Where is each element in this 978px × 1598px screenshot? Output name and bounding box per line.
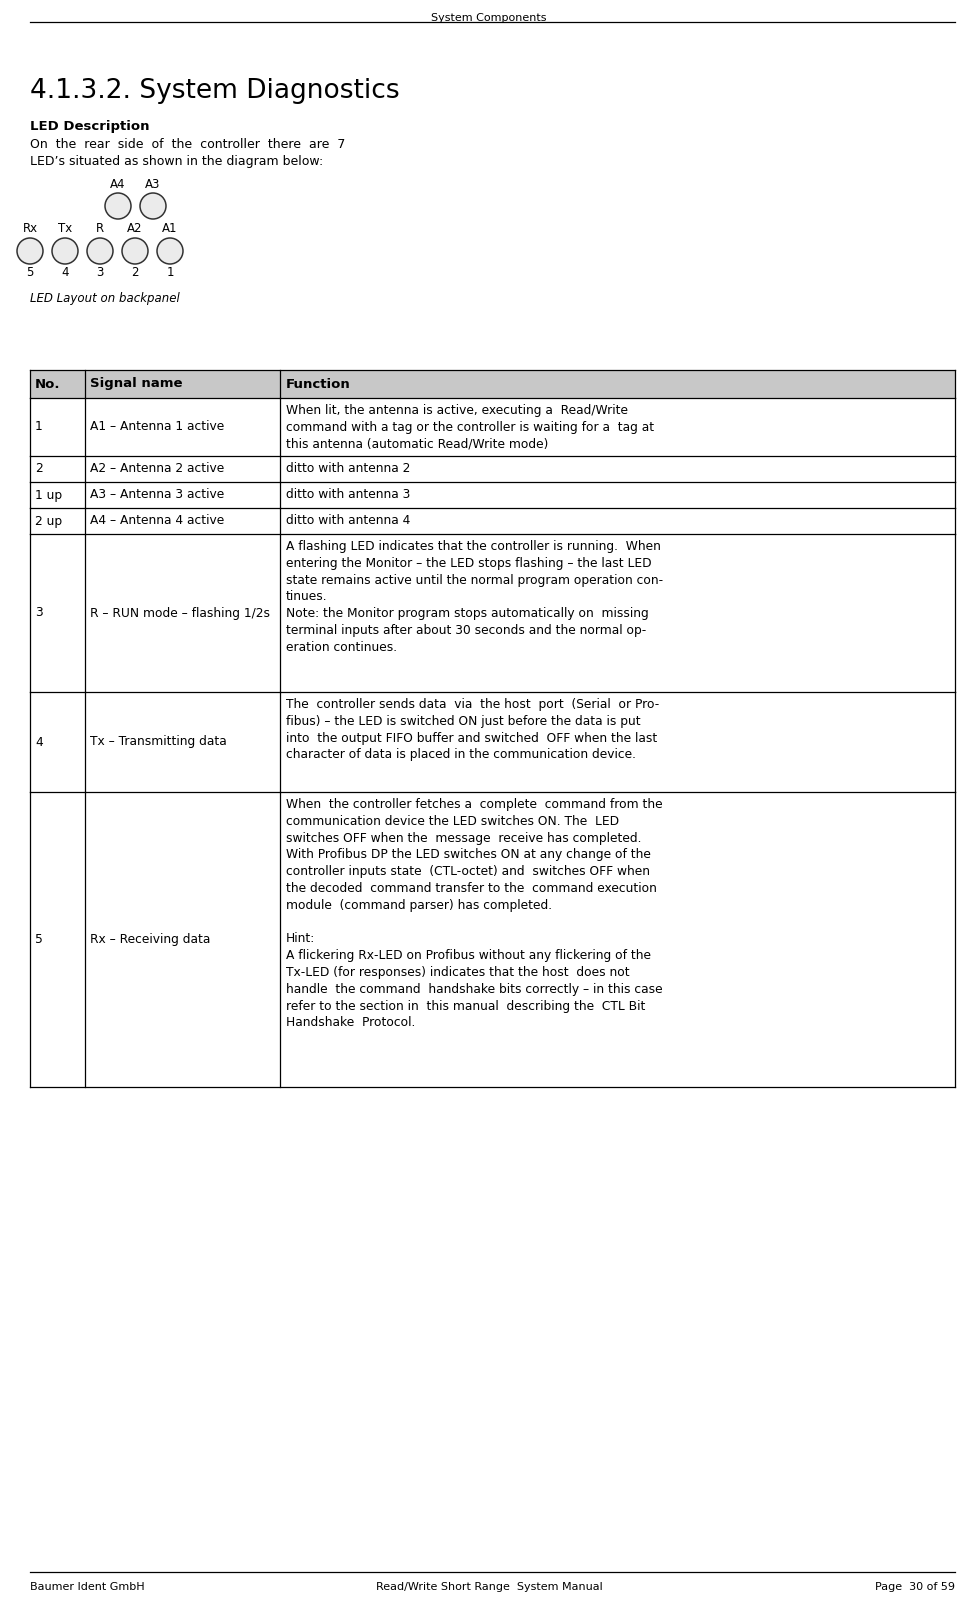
Text: The  controller sends data  via  the host  port  (Serial  or Pro-
fibus) – the L: The controller sends data via the host p… — [286, 698, 658, 761]
Text: 5: 5 — [26, 265, 33, 280]
Text: Page  30 of 59: Page 30 of 59 — [874, 1582, 954, 1592]
Circle shape — [140, 193, 166, 219]
Text: LED Layout on backpanel: LED Layout on backpanel — [30, 292, 180, 305]
Text: Signal name: Signal name — [90, 377, 182, 390]
Text: ditto with antenna 3: ditto with antenna 3 — [286, 487, 410, 502]
Text: 4: 4 — [35, 735, 43, 748]
Text: System Components: System Components — [431, 13, 546, 22]
Text: 2: 2 — [35, 462, 43, 476]
Text: LED Description: LED Description — [30, 120, 150, 133]
Text: 1 up: 1 up — [35, 489, 62, 502]
Text: R – RUN mode – flashing 1/2s: R – RUN mode – flashing 1/2s — [90, 607, 270, 620]
Text: 4.1.3.2. System Diagnostics: 4.1.3.2. System Diagnostics — [30, 78, 399, 104]
Bar — [30, 371, 954, 398]
Circle shape — [122, 238, 148, 264]
Circle shape — [87, 238, 112, 264]
Text: A2 – Antenna 2 active: A2 – Antenna 2 active — [90, 462, 224, 476]
Text: No.: No. — [35, 377, 61, 390]
Circle shape — [17, 238, 43, 264]
Text: Tx: Tx — [58, 222, 72, 235]
Text: When  the controller fetches a  complete  command from the
communication device : When the controller fetches a complete c… — [286, 797, 662, 1029]
Text: R: R — [96, 222, 104, 235]
Text: 5: 5 — [35, 933, 43, 946]
Text: A1: A1 — [162, 222, 178, 235]
Text: 3: 3 — [35, 607, 43, 620]
Text: A flashing LED indicates that the controller is running.  When
entering the Moni: A flashing LED indicates that the contro… — [286, 540, 662, 654]
Text: 4: 4 — [62, 265, 68, 280]
Text: Rx: Rx — [22, 222, 37, 235]
Circle shape — [156, 238, 183, 264]
Text: ditto with antenna 2: ditto with antenna 2 — [286, 462, 410, 475]
Text: A1 – Antenna 1 active: A1 – Antenna 1 active — [90, 420, 224, 433]
Text: 1: 1 — [35, 420, 43, 433]
Text: Read/Write Short Range  System Manual: Read/Write Short Range System Manual — [376, 1582, 601, 1592]
Text: Rx – Receiving data: Rx – Receiving data — [90, 933, 210, 946]
Text: 2: 2 — [131, 265, 139, 280]
Text: 1: 1 — [166, 265, 173, 280]
Circle shape — [52, 238, 78, 264]
Text: A2: A2 — [127, 222, 143, 235]
Text: A3 – Antenna 3 active: A3 – Antenna 3 active — [90, 489, 224, 502]
Text: ditto with antenna 4: ditto with antenna 4 — [286, 515, 410, 527]
Text: When lit, the antenna is active, executing a  Read/Write
command with a tag or t: When lit, the antenna is active, executi… — [286, 404, 653, 451]
Text: Function: Function — [286, 377, 350, 390]
Text: Baumer Ident GmbH: Baumer Ident GmbH — [30, 1582, 145, 1592]
Text: On  the  rear  side  of  the  controller  there  are  7: On the rear side of the controller there… — [30, 137, 345, 150]
Text: A4 – Antenna 4 active: A4 – Antenna 4 active — [90, 515, 224, 527]
Text: 3: 3 — [96, 265, 104, 280]
Text: LED’s situated as shown in the diagram below:: LED’s situated as shown in the diagram b… — [30, 155, 323, 168]
Text: Tx – Transmitting data: Tx – Transmitting data — [90, 735, 227, 748]
Text: A3: A3 — [145, 177, 160, 192]
Text: 2 up: 2 up — [35, 515, 62, 527]
Circle shape — [105, 193, 131, 219]
Text: A4: A4 — [111, 177, 125, 192]
